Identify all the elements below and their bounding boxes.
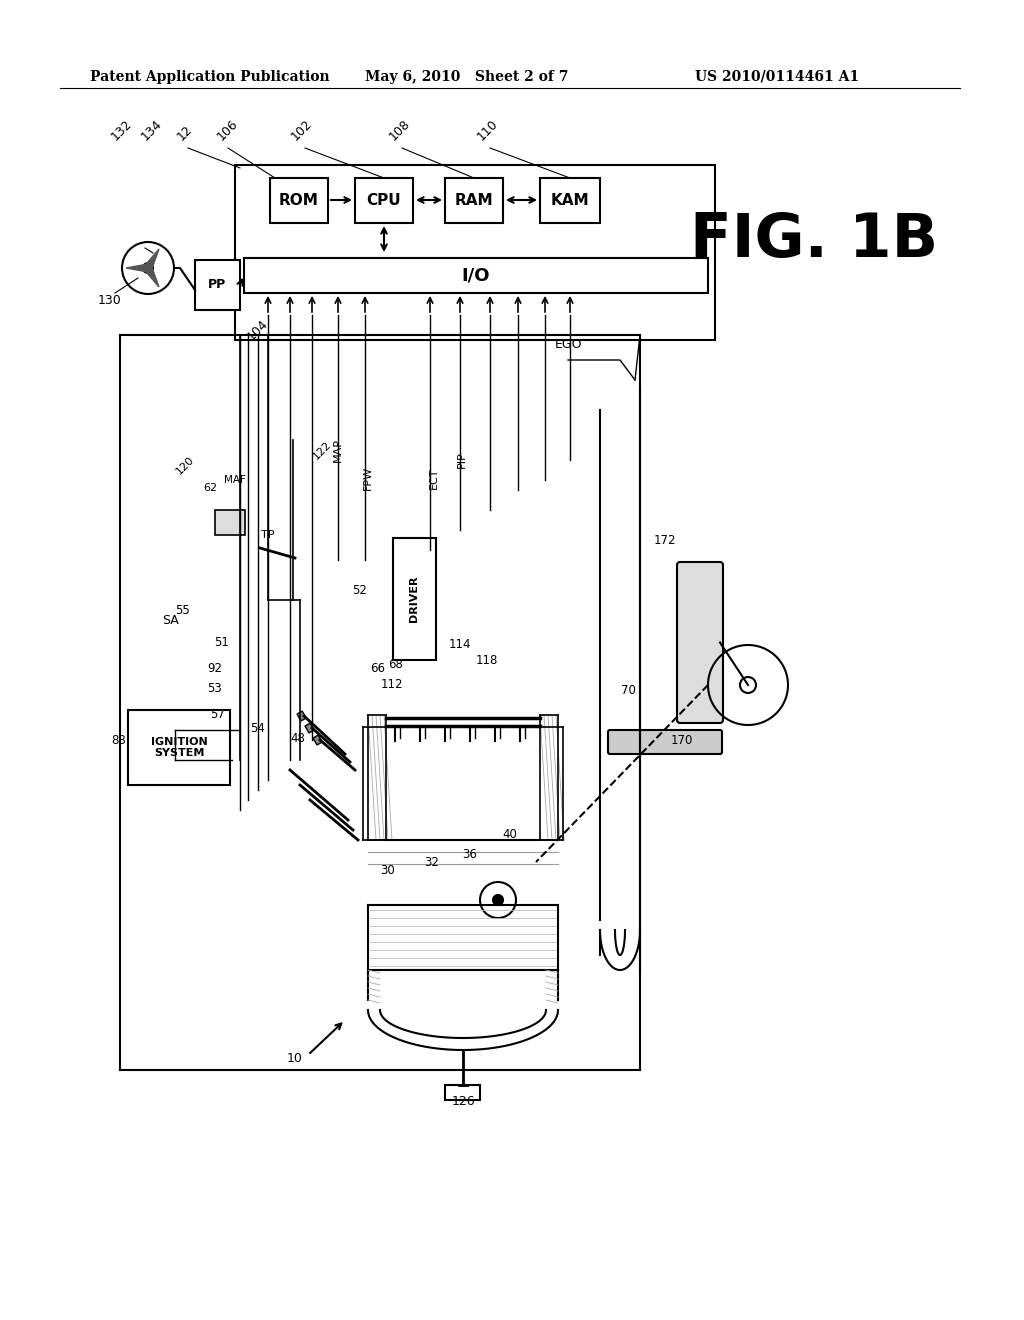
Text: SA: SA [162, 614, 179, 627]
Text: 120: 120 [174, 454, 196, 477]
Text: PP: PP [208, 279, 226, 292]
Bar [234, 165, 715, 341]
Text: 55: 55 [175, 603, 189, 616]
Text: 112: 112 [381, 678, 403, 692]
Text: 57: 57 [211, 709, 225, 722]
Polygon shape [144, 249, 159, 271]
Text: 36: 36 [463, 849, 477, 862]
Text: 102: 102 [289, 117, 315, 143]
Text: 110: 110 [475, 117, 501, 143]
Text: 32: 32 [425, 855, 439, 869]
Text: 70: 70 [621, 684, 636, 697]
Text: MAF: MAF [224, 475, 246, 484]
Polygon shape [126, 264, 148, 272]
Text: EGO: EGO [554, 338, 582, 351]
Bar [540, 178, 600, 223]
Text: KAM: KAM [551, 193, 590, 209]
Bar [355, 178, 413, 223]
Text: 66: 66 [371, 661, 385, 675]
Circle shape [493, 895, 503, 906]
Text: 134: 134 [139, 117, 165, 143]
Bar [393, 539, 436, 660]
Text: 122: 122 [311, 440, 333, 461]
Text: 54: 54 [251, 722, 265, 734]
Text: 88: 88 [112, 734, 126, 747]
FancyBboxPatch shape [608, 730, 722, 754]
Text: 130: 130 [98, 293, 122, 306]
Text: PIP: PIP [457, 451, 467, 469]
Text: 52: 52 [352, 583, 368, 597]
Bar [195, 260, 240, 310]
Bar [270, 178, 328, 223]
Text: ROM: ROM [280, 193, 318, 209]
Text: 170: 170 [671, 734, 693, 747]
Text: IGNITION
SYSTEM: IGNITION SYSTEM [151, 737, 208, 758]
Text: 51: 51 [215, 636, 229, 649]
Text: 126: 126 [452, 1096, 475, 1107]
Bar [128, 710, 230, 785]
Text: 108: 108 [387, 117, 413, 143]
Text: 92: 92 [208, 661, 222, 675]
Text: 30: 30 [381, 863, 395, 876]
Text: MAP: MAP [333, 438, 343, 462]
Bar [313, 735, 323, 744]
Bar [215, 510, 245, 535]
Text: 10: 10 [287, 1052, 303, 1064]
Text: 53: 53 [208, 681, 222, 694]
Text: CPU: CPU [367, 193, 401, 209]
Text: 106: 106 [215, 117, 241, 143]
Text: 62: 62 [203, 483, 217, 492]
Text: 132: 132 [109, 117, 135, 143]
Bar [445, 1085, 480, 1100]
Text: 12: 12 [175, 123, 196, 143]
Bar [305, 723, 314, 733]
Text: I/O: I/O [462, 267, 490, 285]
Text: 118: 118 [476, 653, 499, 667]
Text: May 6, 2010   Sheet 2 of 7: May 6, 2010 Sheet 2 of 7 [365, 70, 568, 84]
Polygon shape [144, 267, 159, 286]
Text: RAM: RAM [455, 193, 494, 209]
Text: 104: 104 [245, 317, 271, 343]
Text: FPW: FPW [362, 466, 373, 490]
Text: 68: 68 [388, 659, 403, 672]
Bar [297, 711, 306, 721]
Text: FIG. 1B: FIG. 1B [690, 210, 938, 269]
Text: 48: 48 [291, 731, 305, 744]
Text: Patent Application Publication: Patent Application Publication [90, 70, 330, 84]
Text: 172: 172 [653, 533, 676, 546]
Bar [445, 178, 503, 223]
Text: DRIVER: DRIVER [410, 576, 420, 622]
Text: TP: TP [261, 531, 274, 540]
Bar [244, 257, 708, 293]
Text: 114: 114 [449, 639, 471, 652]
Text: ECT: ECT [429, 467, 439, 488]
Text: 40: 40 [503, 829, 517, 842]
FancyBboxPatch shape [677, 562, 723, 723]
Text: US 2010/0114461 A1: US 2010/0114461 A1 [695, 70, 859, 84]
